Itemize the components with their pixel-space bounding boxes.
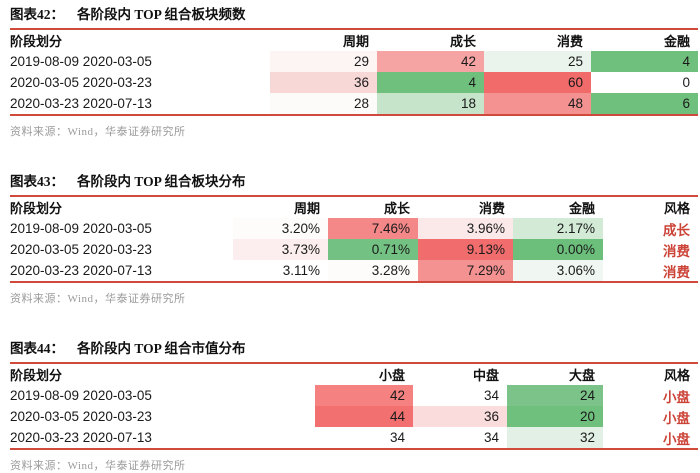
- heat-cell: 29: [270, 51, 377, 72]
- heat-cell: 36: [270, 72, 377, 93]
- heat-cell: 25: [484, 51, 591, 72]
- figure-42: 图表42： 各阶段内 TOP 组合板块频数 阶段划分 周期 成长 消费 金融 20…: [10, 6, 698, 139]
- heat-cell: 34: [413, 385, 507, 406]
- style-cell: 小盘: [663, 431, 690, 447]
- heat-cell: 6: [591, 93, 698, 115]
- header-consumer: 消费: [478, 201, 505, 216]
- heat-cell: 3.73%: [233, 239, 328, 260]
- table-row: 2020-03-05 2020-03-23 36 4 60 0: [10, 72, 698, 93]
- style-cell: 消费: [663, 243, 690, 259]
- source-note: 资料来源：Wind，华泰证券研究所: [10, 293, 186, 305]
- style-cell: 消费: [663, 264, 690, 280]
- heat-cell: 3.28%: [328, 260, 418, 282]
- heat-cell: 36: [413, 406, 507, 427]
- header-smallcap: 小盘: [378, 368, 405, 383]
- heat-cell: 2.17%: [513, 218, 603, 239]
- table-row: 2019-08-09 2020-03-05 42 34 24 小盘: [10, 385, 698, 406]
- heat-cell: 7.29%: [418, 260, 513, 282]
- header-midcap: 中盘: [472, 368, 499, 383]
- header-financial: 金融: [568, 201, 595, 216]
- figure-43-title: 图表43： 各阶段内 TOP 组合板块分布: [10, 173, 698, 190]
- header-stage: 阶段划分: [10, 368, 63, 383]
- table-sector-frequency: 阶段划分 周期 成长 消费 金融 2019-08-09 2020-03-05 2…: [10, 28, 698, 116]
- heat-cell: 0.71%: [328, 239, 418, 260]
- header-largecap: 大盘: [568, 368, 595, 383]
- heat-cell: 3.96%: [418, 218, 513, 239]
- header-row: 阶段划分 小盘 中盘 大盘 风格: [10, 363, 698, 385]
- table-row: 2020-03-23 2020-07-13 28 18 48 6: [10, 93, 698, 115]
- table-row: 2020-03-05 2020-03-23 44 36 20 小盘: [10, 406, 698, 427]
- heat-cell: 32: [507, 427, 603, 449]
- heat-cell: 18: [377, 93, 484, 115]
- heat-cell: 44: [315, 406, 413, 427]
- heat-cell: 9.13%: [418, 239, 513, 260]
- heat-cell: 3.20%: [233, 218, 328, 239]
- period-cell: 2020-03-05 2020-03-23: [10, 242, 152, 257]
- header-consumer: 消费: [556, 34, 583, 49]
- source-note: 资料来源：Wind，华泰证券研究所: [10, 126, 186, 138]
- table-sector-distribution: 阶段划分 周期 成长 消费 金融 风格 2019-08-09 2020-03-0…: [10, 195, 698, 283]
- header-style: 风格: [663, 368, 690, 383]
- figure-43-label: 图表43：: [10, 174, 64, 189]
- heat-cell: 3.06%: [513, 260, 603, 282]
- figure-44-title: 图表44： 各阶段内 TOP 组合市值分布: [10, 340, 698, 357]
- heat-cell: 20: [507, 406, 603, 427]
- header-style: 风格: [663, 201, 690, 216]
- header-stage: 阶段划分: [10, 201, 63, 216]
- table-row: 2019-08-09 2020-03-05 3.20% 7.46% 3.96% …: [10, 218, 698, 239]
- table-marketcap-distribution: 阶段划分 小盘 中盘 大盘 风格 2019-08-09 2020-03-05 4…: [10, 362, 698, 450]
- heat-cell: 42: [377, 51, 484, 72]
- period-cell: 2020-03-23 2020-07-13: [10, 96, 152, 111]
- header-financial: 金融: [663, 34, 690, 49]
- style-cell: 成长: [663, 222, 690, 238]
- heat-cell: 34: [315, 427, 413, 449]
- heat-cell: 42: [315, 385, 413, 406]
- period-cell: 2019-08-09 2020-03-05: [10, 54, 152, 69]
- figure-42-label: 图表42：: [10, 7, 64, 22]
- figure-42-title: 图表42： 各阶段内 TOP 组合板块频数: [10, 6, 698, 23]
- period-cell: 2019-08-09 2020-03-05: [10, 221, 152, 236]
- heat-cell: 28: [270, 93, 377, 115]
- heat-cell: 0: [591, 72, 698, 93]
- table-row: 2020-03-23 2020-07-13 34 34 32 小盘: [10, 427, 698, 449]
- figure-44-label: 图表44：: [10, 341, 64, 356]
- header-growth: 成长: [383, 201, 410, 216]
- table-row: 2020-03-23 2020-07-13 3.11% 3.28% 7.29% …: [10, 260, 698, 282]
- header-cycle: 周期: [293, 201, 320, 216]
- heat-cell: 0.00%: [513, 239, 603, 260]
- table-row: 2019-08-09 2020-03-05 29 42 25 4: [10, 51, 698, 72]
- period-cell: 2020-03-05 2020-03-23: [10, 75, 152, 90]
- header-growth: 成长: [449, 34, 476, 49]
- style-cell: 小盘: [663, 410, 690, 426]
- figure-43-title-text: 各阶段内 TOP 组合板块分布: [77, 174, 246, 189]
- period-cell: 2019-08-09 2020-03-05: [10, 388, 152, 403]
- heat-cell: 48: [484, 93, 591, 115]
- source-note: 资料来源：Wind，华泰证券研究所: [10, 460, 186, 472]
- heat-cell: 60: [484, 72, 591, 93]
- period-cell: 2020-03-05 2020-03-23: [10, 409, 152, 424]
- header-cycle: 周期: [342, 34, 369, 49]
- figure-42-title-text: 各阶段内 TOP 组合板块频数: [77, 7, 246, 22]
- style-cell: 小盘: [663, 389, 690, 405]
- figure-44: 图表44： 各阶段内 TOP 组合市值分布 阶段划分 小盘 中盘 大盘 风格 20…: [10, 340, 698, 473]
- heat-cell: 24: [507, 385, 603, 406]
- header-row: 阶段划分 周期 成长 消费 金融: [10, 29, 698, 51]
- table-row: 2020-03-05 2020-03-23 3.73% 0.71% 9.13% …: [10, 239, 698, 260]
- heat-cell: 34: [413, 427, 507, 449]
- heat-cell: 4: [591, 51, 698, 72]
- header-stage: 阶段划分: [10, 34, 63, 49]
- period-cell: 2020-03-23 2020-07-13: [10, 430, 152, 445]
- figure-43: 图表43： 各阶段内 TOP 组合板块分布 阶段划分 周期 成长 消费 金融 风格…: [10, 173, 698, 306]
- header-row: 阶段划分 周期 成长 消费 金融 风格: [10, 196, 698, 218]
- heat-cell: 7.46%: [328, 218, 418, 239]
- figure-44-title-text: 各阶段内 TOP 组合市值分布: [77, 341, 246, 356]
- heat-cell: 3.11%: [233, 260, 328, 282]
- period-cell: 2020-03-23 2020-07-13: [10, 263, 152, 278]
- heat-cell: 4: [377, 72, 484, 93]
